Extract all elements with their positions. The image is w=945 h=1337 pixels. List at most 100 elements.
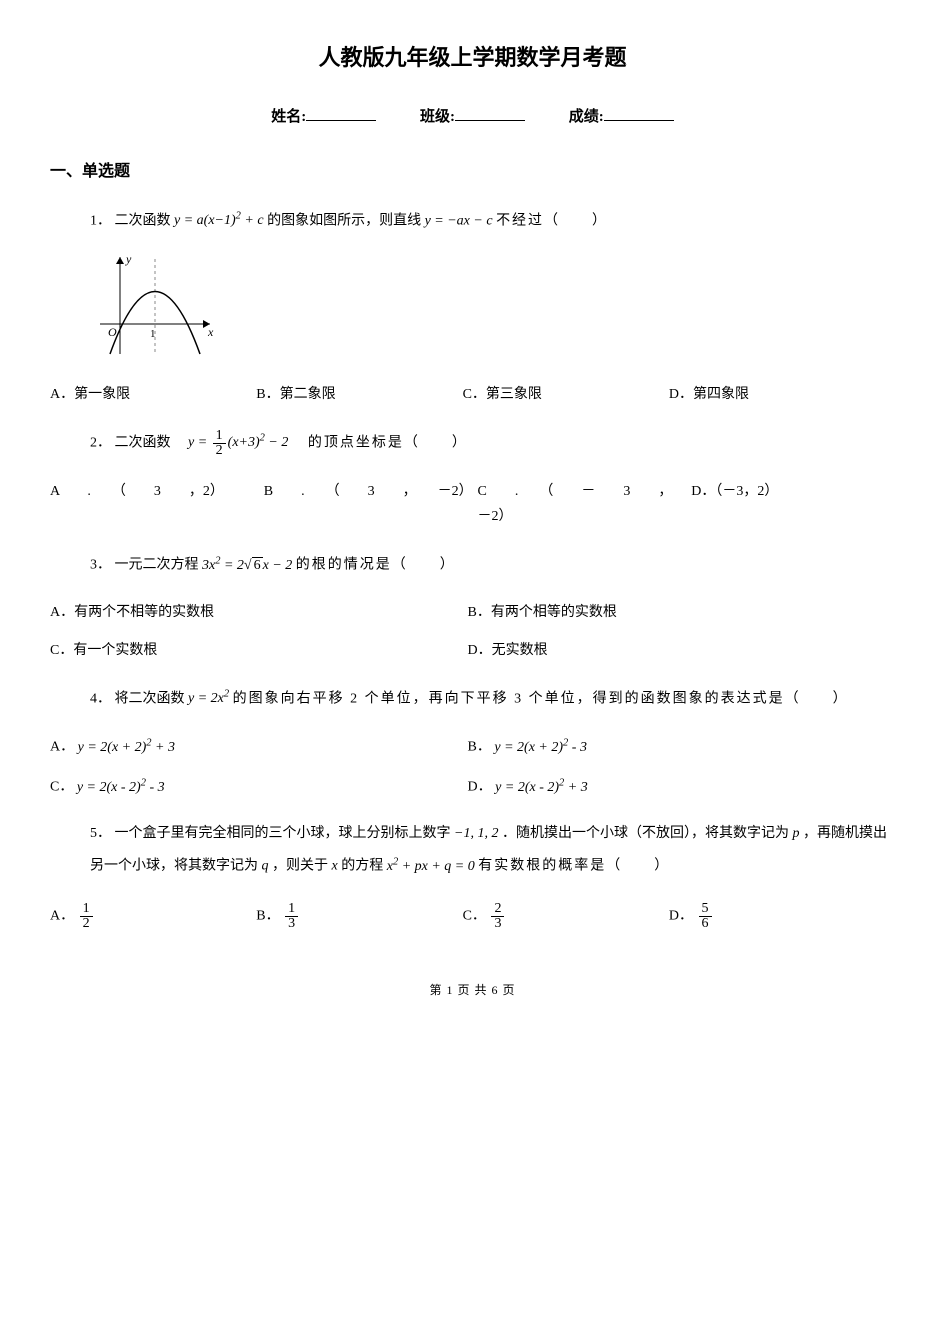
q4-opt-c-label: C． (50, 780, 73, 795)
class-blank[interactable] (455, 105, 525, 121)
q3-options-row2: C．有一个实数根 D．无实数根 (50, 640, 895, 662)
q1-opt-b[interactable]: B．第二象限 (256, 384, 459, 406)
q4-opt-b[interactable]: B． y = 2(x + 2)2 - 3 (468, 735, 882, 759)
q4-num: 4． (90, 691, 111, 706)
q5-q: q (262, 859, 269, 874)
q2-formula: y = 12(x+3)2 − 2 (188, 435, 292, 450)
question-1: 1． 二次函数 y = a(x−1)2 + c 的图象如图所示，则直线 y = … (90, 205, 895, 364)
q1-figure: O x y 1 (90, 249, 895, 364)
q5-num: 5． (90, 826, 111, 841)
svg-text:x: x (207, 325, 214, 339)
q4-text-a: 将二次函数 (115, 691, 185, 706)
q5-opt-d[interactable]: D． 56 (669, 902, 872, 931)
q5-opt-a-label: A． (50, 909, 74, 924)
footer-a: 第 (429, 983, 446, 997)
q1-text-b: 的图象如图所示，则直线 (267, 213, 421, 228)
svg-text:O: O (108, 325, 117, 339)
q1-opt-a[interactable]: A．第一象限 (50, 384, 253, 406)
q4-opt-b-formula: y = 2(x + 2)2 - 3 (494, 740, 587, 755)
q4-opt-a-label: A． (50, 740, 74, 755)
name-blank[interactable] (306, 105, 376, 121)
q4-opt-c-formula: y = 2(x - 2)2 - 3 (77, 780, 165, 795)
q3-text-a: 一元二次方程 (115, 558, 199, 573)
q3-options-row1: A．有两个不相等的实数根 B．有两个相等的实数根 (50, 602, 895, 624)
q5-opt-d-frac: 56 (699, 902, 712, 931)
q1-text-a: 二次函数 (115, 213, 171, 228)
q2-opt-a[interactable]: A . （ 3 ，2） (50, 479, 254, 529)
q4-opt-c[interactable]: C． y = 2(x - 2)2 - 3 (50, 775, 464, 799)
q4-options-row1: A． y = 2(x + 2)2 + 3 B． y = 2(x + 2)2 - … (50, 735, 895, 759)
q2-opt-b[interactable]: B . （ 3 ， －2） (264, 479, 468, 529)
q3-opt-a[interactable]: A．有两个不相等的实数根 (50, 602, 464, 624)
q3-opt-c[interactable]: C．有一个实数根 (50, 640, 464, 662)
q5-text-a: 一个盒子里有完全相同的三个小球，球上分别标上数字 (115, 826, 451, 841)
q3-text-b: 的根的情况是（ ） (296, 558, 456, 573)
q3-formula: 3x2 = 26x − 2 (202, 558, 292, 573)
q5-nums: −1, 1, 2 (454, 826, 498, 841)
q2-opt-c[interactable]: C . （ － 3 ， －2） (478, 479, 682, 529)
q3-opt-b[interactable]: B．有两个相等的实数根 (468, 602, 882, 624)
section-heading: 一、单选题 (50, 159, 895, 185)
question-3-body: 3． 一元二次方程 3x2 = 26x − 2 的根的情况是（ ） (90, 549, 895, 581)
q1-text-c: 不经过（ ） (496, 213, 608, 228)
question-4-body: 4． 将二次函数 y = 2x2 的图象向右平移 2 个单位，再向下平移 3 个… (90, 683, 895, 715)
q1-opt-d[interactable]: D．第四象限 (669, 384, 872, 406)
footer-total: 6 (492, 983, 499, 997)
q2-num: 2． (90, 435, 111, 450)
question-5: 5． 一个盒子里有完全相同的三个小球，球上分别标上数字 −1, 1, 2 ．随机… (90, 819, 895, 882)
q5-text-d: ，则关于 (272, 859, 328, 874)
score-blank[interactable] (604, 105, 674, 121)
q5-opt-b-frac: 13 (285, 902, 298, 931)
class-field: 班级: (420, 105, 525, 129)
q5-opt-a[interactable]: A． 12 (50, 902, 253, 931)
q5-x: x (332, 859, 338, 874)
q1-options: A．第一象限 B．第二象限 C．第三象限 D．第四象限 (50, 384, 895, 406)
footer-b: 页 共 (453, 983, 491, 997)
name-label: 姓名: (271, 109, 306, 125)
q3-num: 3． (90, 558, 111, 573)
question-4: 4． 将二次函数 y = 2x2 的图象向右平移 2 个单位，再向下平移 3 个… (90, 683, 895, 715)
q2-text-a: 二次函数 (115, 435, 185, 450)
question-2-body: 2． 二次函数 y = 12(x+3)2 − 2 的顶点坐标是（ ） (90, 427, 895, 459)
footer-c: 页 (499, 983, 516, 997)
q1-num: 1． (90, 213, 111, 228)
q5-eq: x2 + px + q = 0 (387, 859, 475, 874)
q5-p: p (792, 826, 799, 841)
q1-formula-1: y = a(x−1)2 + c (174, 213, 264, 228)
q5-text-f: 有实数根的概率是（ ） (478, 859, 670, 874)
score-label: 成绩: (569, 109, 604, 125)
question-1-body: 1． 二次函数 y = a(x−1)2 + c 的图象如图所示，则直线 y = … (90, 205, 895, 237)
q5-opt-d-label: D． (669, 909, 693, 924)
q5-text-b: ．随机摸出一个小球（不放回），将其数字记为 (502, 826, 789, 841)
q5-opt-a-frac: 12 (80, 902, 93, 931)
page-title: 人教版九年级上学期数学月考题 (50, 40, 895, 75)
q3-opt-d[interactable]: D．无实数根 (468, 640, 882, 662)
score-field: 成绩: (569, 105, 674, 129)
q2-text-b: 的顶点坐标是（ ） (292, 435, 468, 450)
q4-opt-a-formula: y = 2(x + 2)2 + 3 (78, 740, 175, 755)
q4-options-row2: C． y = 2(x - 2)2 - 3 D． y = 2(x - 2)2 + … (50, 775, 895, 799)
q4-text-b: 的图象向右平移 2 个单位，再向下平移 3 个单位，得到的函数图象的表达式是（ … (233, 691, 849, 706)
q5-opt-b-label: B． (256, 909, 279, 924)
q4-opt-d[interactable]: D． y = 2(x - 2)2 + 3 (468, 775, 882, 799)
q4-opt-a[interactable]: A． y = 2(x + 2)2 + 3 (50, 735, 464, 759)
q4-formula-1: y = 2x2 (188, 691, 229, 706)
q5-text-e: 的方程 (341, 859, 383, 874)
q5-opt-b[interactable]: B． 13 (256, 902, 459, 931)
q5-opt-c-frac: 23 (491, 902, 504, 931)
svg-text:1: 1 (150, 328, 156, 340)
name-field: 姓名: (271, 105, 376, 129)
q5-opt-c[interactable]: C． 23 (463, 902, 666, 931)
q4-opt-d-label: D． (468, 780, 492, 795)
class-label: 班级: (420, 109, 455, 125)
question-2: 2． 二次函数 y = 12(x+3)2 − 2 的顶点坐标是（ ） (90, 427, 895, 459)
page-footer: 第 1 页 共 6 页 (50, 981, 895, 1000)
q4-opt-d-formula: y = 2(x - 2)2 + 3 (495, 780, 588, 795)
q5-options: A． 12 B． 13 C． 23 D． 56 (50, 902, 895, 931)
q5-opt-c-label: C． (463, 909, 486, 924)
q1-opt-c[interactable]: C．第三象限 (463, 384, 666, 406)
question-5-body: 5． 一个盒子里有完全相同的三个小球，球上分别标上数字 −1, 1, 2 ．随机… (90, 819, 895, 882)
q2-opt-d[interactable]: D．（－3，2） (691, 479, 895, 529)
q4-opt-b-label: B． (468, 740, 491, 755)
parabola-icon: O x y 1 (90, 249, 220, 364)
